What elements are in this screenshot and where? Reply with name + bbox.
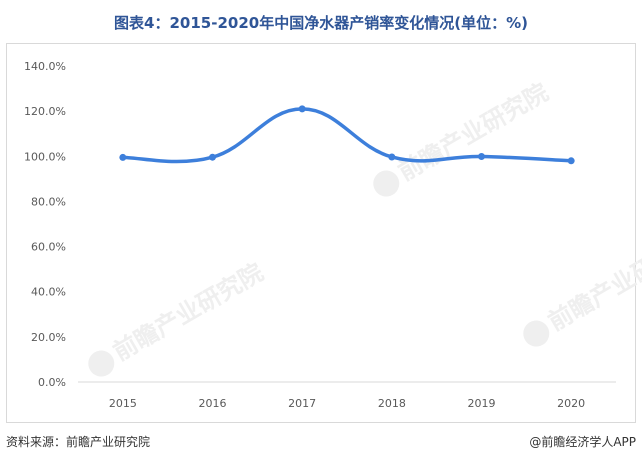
series-layer xyxy=(119,105,575,165)
data-point xyxy=(478,153,485,161)
x-tick-label: 2019 xyxy=(468,397,496,410)
brand-credit: @前瞻经济学人APP xyxy=(529,435,636,449)
data-point xyxy=(209,153,216,161)
y-tick-label: 100.0% xyxy=(24,150,66,163)
data-point xyxy=(388,153,396,161)
x-axis: 2015 2016 2017 2018 2019 2020 xyxy=(78,381,616,410)
chart-frame xyxy=(6,43,636,423)
y-tick-label: 20.0% xyxy=(31,331,66,344)
x-tick-label: 2015 xyxy=(109,397,137,410)
y-tick-label: 80.0% xyxy=(31,195,66,208)
y-tick-label: 0.0% xyxy=(38,376,66,389)
data-point xyxy=(298,105,306,113)
y-tick-label: 140.0% xyxy=(24,60,66,73)
x-tick-label: 2018 xyxy=(378,397,406,410)
data-point xyxy=(567,157,575,165)
chart-title: 图表4：2015-2020年中国净水器产销率变化情况(单位：%) xyxy=(114,14,528,32)
y-tick-label: 40.0% xyxy=(31,286,66,299)
y-axis: 0.0% 20.0% 40.0% 60.0% 80.0% 100.0% 120.0% 140.… xyxy=(24,60,66,389)
data-point xyxy=(119,153,127,161)
x-tick-label: 2017 xyxy=(288,397,316,410)
x-tick-label: 2020 xyxy=(557,397,585,410)
y-tick-label: 60.0% xyxy=(31,241,66,254)
source-note: 资料来源：前瞻产业研究院 xyxy=(6,435,151,449)
series-line xyxy=(121,107,573,164)
x-tick-label: 2016 xyxy=(199,397,227,410)
y-tick-label: 120.0% xyxy=(24,105,66,118)
